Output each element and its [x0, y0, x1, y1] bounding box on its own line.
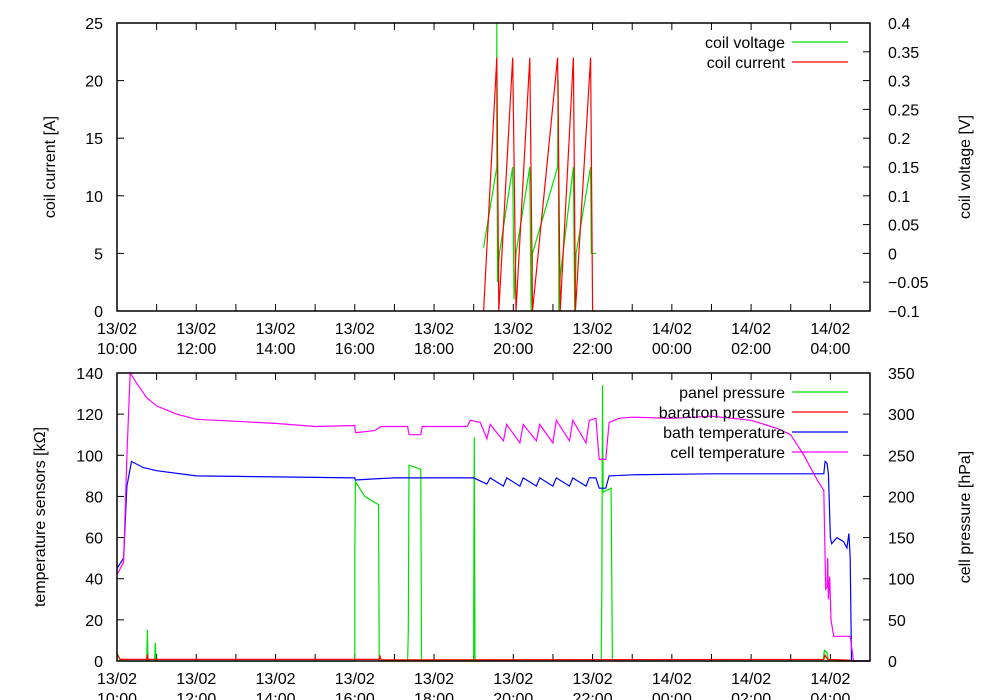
x-tick-label-date: 14/02 — [731, 321, 771, 338]
plot-2: 13/02 10:00 13/02 12:00 13/02 14:00 13/02 16:00… — [32, 366, 974, 700]
x-tick-label-time: 10:00 — [97, 341, 137, 358]
x-tick-label-time: 18:00 — [414, 691, 454, 700]
legend-label: bath temperature — [663, 425, 785, 442]
x-tick-label-time: 02:00 — [731, 341, 771, 358]
x-tick-label-date: 13/02 — [97, 671, 137, 688]
series-line-coil-voltage — [483, 22, 596, 312]
y2-axis-label: coil voltage [V] — [957, 115, 974, 219]
x-tick-label-date: 13/02 — [573, 671, 613, 688]
y-tick-label: 100 — [76, 448, 103, 465]
y-tick-label: 15 — [85, 131, 103, 148]
y2-tick-label: 0.25 — [888, 102, 919, 119]
plot-frame — [116, 22, 871, 312]
y2-tick-label: 50 — [888, 613, 906, 630]
y-tick-label: 5 — [94, 246, 103, 263]
y2-tick-label: 0.3 — [888, 74, 910, 91]
y-tick-label: 80 — [85, 489, 103, 506]
y-tick-label: 20 — [85, 74, 103, 91]
y-tick-label: 0 — [94, 654, 103, 671]
x-tick-label-time: 12:00 — [176, 691, 216, 700]
y2-tick-label: 0 — [888, 246, 897, 263]
x-tick-label-time: 10:00 — [97, 691, 137, 700]
y-tick-label: 20 — [85, 613, 103, 630]
legend-label: coil voltage — [705, 35, 785, 52]
x-tick-label-date: 13/02 — [256, 321, 296, 338]
x-tick-label-date: 14/02 — [652, 671, 692, 688]
x-tick-label-date: 13/02 — [256, 671, 296, 688]
y-axis-label: temperature sensors [kΩ] — [32, 427, 49, 607]
y2-tick-label: 0.35 — [888, 45, 919, 62]
x-tick-label-time: 14:00 — [256, 341, 296, 358]
x-tick-label-date: 13/02 — [493, 671, 533, 688]
x-tick-label-date: 13/02 — [573, 321, 613, 338]
y-axis-label: coil current [A] — [42, 116, 59, 218]
y2-tick-label: 0.1 — [888, 189, 910, 206]
series-line-baratron-pressure — [116, 653, 870, 662]
series-line-bath-temperature — [116, 460, 870, 662]
y2-tick-label: 200 — [888, 489, 915, 506]
y2-axis-label: cell pressure [hPa] — [957, 451, 974, 584]
x-tick-label-time: 00:00 — [652, 691, 692, 700]
y2-tick-label: 100 — [888, 572, 915, 589]
x-tick-label-time: 02:00 — [731, 691, 771, 700]
y-tick-label: 10 — [85, 189, 103, 206]
x-tick-label-time: 20:00 — [493, 341, 533, 358]
x-tick-label-time: 22:00 — [573, 341, 613, 358]
y-tick-label: 40 — [85, 572, 103, 589]
legend-label: coil current — [707, 55, 786, 72]
plot-frame — [116, 372, 871, 662]
x-tick-label-date: 13/02 — [97, 321, 137, 338]
x-tick-label-date: 13/02 — [335, 321, 375, 338]
x-tick-label-time: 00:00 — [652, 341, 692, 358]
x-tick-label-date: 13/02 — [335, 671, 375, 688]
x-tick-label-date: 13/02 — [176, 321, 216, 338]
x-tick-label-time: 22:00 — [573, 691, 613, 700]
x-tick-label-date: 14/02 — [810, 671, 850, 688]
y2-tick-label: 0.05 — [888, 218, 919, 235]
y2-tick-label: 0 — [888, 654, 897, 671]
x-tick-label-time: 04:00 — [810, 691, 850, 700]
series-line-coil-current — [483, 57, 596, 312]
x-tick-label-date: 13/02 — [493, 321, 533, 338]
x-tick-label-time: 04:00 — [810, 341, 850, 358]
x-tick-label-time: 14:00 — [256, 691, 296, 700]
x-tick-label-time: 12:00 — [176, 341, 216, 358]
x-tick-label-date: 13/02 — [414, 321, 454, 338]
y-tick-label: 25 — [85, 16, 103, 33]
legend-label: panel pressure — [679, 385, 785, 402]
y2-tick-label: 0.2 — [888, 131, 910, 148]
x-tick-label-date: 13/02 — [176, 671, 216, 688]
y-tick-label: 0 — [94, 304, 103, 321]
y-tick-label: 120 — [76, 407, 103, 424]
x-tick-label-date: 14/02 — [810, 321, 850, 338]
x-tick-label-time: 20:00 — [493, 691, 533, 700]
legend-label: baratron pressure — [659, 405, 785, 422]
y2-tick-label: 250 — [888, 448, 915, 465]
plot-1: 13/02 10:00 13/02 12:00 13/02 14:00 13/02 16:00… — [42, 16, 974, 358]
x-tick-label-time: 16:00 — [335, 341, 375, 358]
y2-tick-label: 150 — [888, 531, 915, 548]
x-tick-label-time: 16:00 — [335, 691, 375, 700]
series-line-panel-pressure — [116, 385, 870, 662]
y2-tick-label: 0.15 — [888, 160, 919, 177]
x-tick-label-date: 13/02 — [414, 671, 454, 688]
x-tick-label-date: 14/02 — [652, 321, 692, 338]
y2-tick-label: 0.4 — [888, 16, 910, 33]
series-line-cell-temperature — [116, 371, 870, 662]
y-tick-label: 60 — [85, 531, 103, 548]
legend-label: cell temperature — [670, 445, 785, 462]
x-tick-label-date: 14/02 — [731, 671, 771, 688]
y2-tick-label: 300 — [888, 407, 915, 424]
y2-tick-label: 350 — [888, 366, 915, 383]
x-tick-label-time: 18:00 — [414, 341, 454, 358]
y2-tick-label: −0.05 — [888, 275, 929, 292]
y2-tick-label: −0.1 — [888, 304, 920, 321]
y-tick-label: 140 — [76, 366, 103, 383]
